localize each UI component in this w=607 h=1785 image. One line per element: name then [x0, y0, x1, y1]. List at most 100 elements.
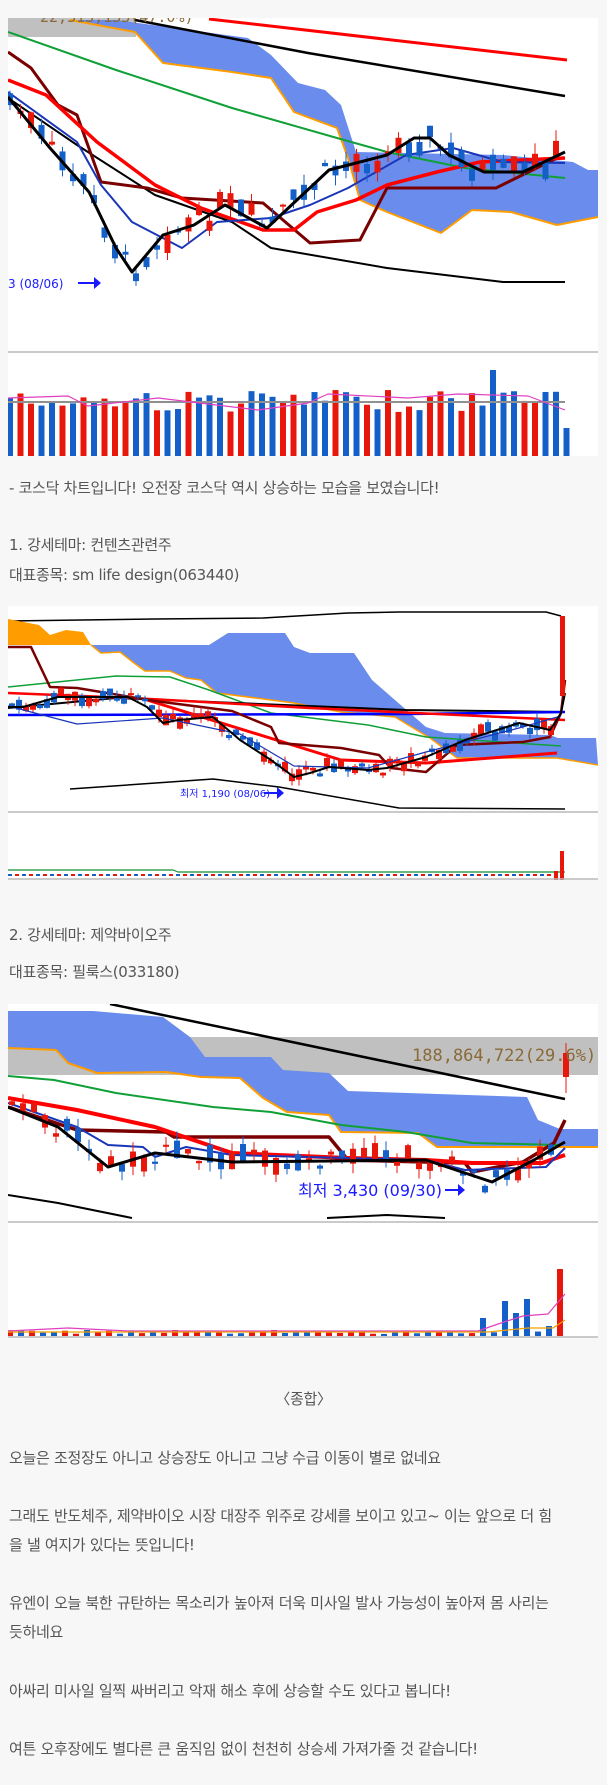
candle-up [373, 763, 379, 773]
ma-green-line [8, 675, 562, 747]
candle-down [506, 725, 512, 733]
candle-up [163, 1144, 169, 1147]
candle-up [374, 160, 381, 173]
candle-down [75, 1128, 81, 1143]
candle-up [394, 1159, 400, 1166]
candle-down [37, 705, 43, 709]
volume-bar [232, 874, 236, 876]
candle-down [527, 727, 533, 735]
volume-bar [502, 1301, 508, 1336]
volume-bar [463, 874, 467, 876]
volume-bar [524, 1299, 530, 1336]
candle-down [500, 158, 507, 168]
candle-up [196, 206, 202, 216]
candle-up [58, 687, 64, 695]
volume-bar [406, 406, 412, 456]
candle-down [247, 737, 253, 747]
candle-down [485, 722, 491, 732]
arrow-head-icon [277, 787, 284, 799]
volume-bar [532, 401, 538, 456]
volume-bar [370, 1333, 376, 1336]
volume-bar [70, 403, 76, 456]
candle-up [206, 220, 213, 231]
volume-bar [280, 401, 286, 456]
candle-up [338, 758, 344, 769]
candle-down [366, 769, 372, 773]
candle-down [471, 1170, 477, 1173]
volume-bar [554, 871, 558, 880]
candle-up [205, 711, 211, 717]
candle-down [317, 773, 323, 777]
volume-bar [374, 409, 381, 456]
volume-bar [134, 874, 138, 876]
volume-bar [194, 1332, 200, 1336]
paragraph-5-line-1: 여튼 오후장에도 별다른 큰 움직임 없이 천천히 상승세 가져가줄 것 같습니… [9, 1740, 478, 1758]
ma-short-line [8, 692, 566, 778]
bollinger-lower-line-2 [326, 1214, 446, 1219]
volume-bar [282, 1332, 288, 1336]
candle-down [238, 199, 244, 217]
volume-bar [197, 874, 201, 876]
candle-up [372, 1143, 378, 1159]
volume-bar [330, 874, 334, 876]
volume-bar [288, 874, 292, 876]
volume-bar [95, 1331, 101, 1336]
candle-down [38, 124, 45, 139]
volume-bar [8, 397, 13, 456]
candle-up [416, 1162, 422, 1170]
volume-bar [484, 874, 488, 876]
candle-up [427, 1162, 433, 1171]
candle-up [261, 751, 267, 762]
volume-bar [172, 1330, 178, 1336]
volume-bar [227, 1333, 233, 1336]
candle-up [479, 161, 486, 171]
volume-label: 188,864,722(29.6%)(7 [412, 1046, 598, 1066]
volume-bar [204, 874, 208, 876]
volume-bar [17, 393, 24, 456]
candle-up [164, 234, 171, 254]
candle-down [254, 742, 260, 750]
volume-bar [386, 874, 390, 876]
candle-up [296, 769, 302, 780]
volume-ma-orange-line [8, 1319, 566, 1333]
volume-bar [435, 874, 439, 876]
theme1-stock: 대표종목: sm life design(063440) [9, 566, 240, 584]
candle-up [273, 1157, 279, 1175]
candle-up [394, 759, 400, 764]
volume-bar [80, 397, 87, 456]
volume-bar [183, 1331, 189, 1336]
candle-down [135, 695, 141, 698]
candle-up [548, 726, 554, 736]
candle-down [322, 162, 328, 167]
volume-bar [393, 874, 397, 876]
candle-down [233, 729, 239, 736]
volume-bar [176, 874, 180, 876]
volume-bar [28, 403, 34, 456]
feelux-chart-image: 188,864,722(29.6%)(7 최저 3,430 (09/30) [8, 1004, 598, 1338]
candle-up [184, 718, 190, 724]
candle-down [240, 735, 246, 740]
volume-bar [22, 874, 26, 876]
candle-down [460, 1172, 466, 1176]
volume-bar [470, 874, 474, 876]
volume-bar [117, 1333, 123, 1336]
candle-up [553, 140, 559, 156]
volume-bar [143, 393, 150, 456]
candle-down [383, 1150, 389, 1161]
volume-bar [480, 1318, 486, 1336]
volume-bar [225, 874, 229, 876]
candle-up [30, 705, 36, 710]
candle-down [416, 141, 423, 156]
volume-bar [557, 1269, 563, 1336]
volume-label: 22,313,133(47.0%) [40, 18, 194, 26]
candle-down [457, 740, 463, 751]
bollinger-upper-line [134, 18, 566, 98]
volume-bar [15, 874, 19, 876]
volume-bar [50, 874, 54, 876]
volume-bar [332, 390, 339, 456]
volume-bar [206, 395, 213, 456]
volume-bar [479, 405, 486, 456]
volume-bar [113, 874, 117, 876]
candle-down [284, 1163, 290, 1170]
volume-bar [253, 874, 257, 876]
